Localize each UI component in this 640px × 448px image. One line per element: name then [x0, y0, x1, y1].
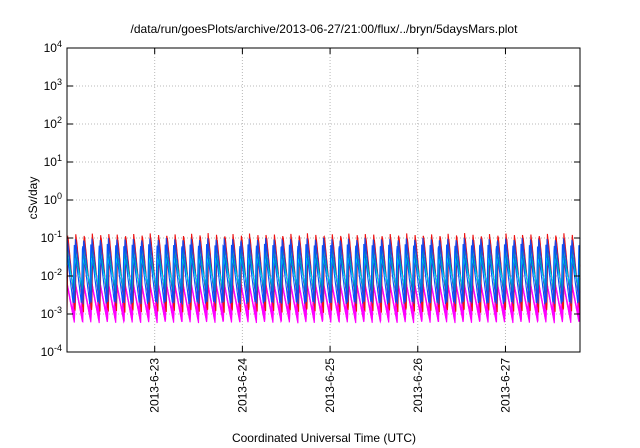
- y-tick-exponent: 2: [57, 115, 62, 125]
- y-tick-exponent: -4: [54, 343, 62, 353]
- y-tick-label: 10-3: [41, 305, 62, 321]
- y-tick-base: 10: [41, 345, 55, 359]
- y-tick-label: 102: [44, 115, 62, 131]
- y-axis-label: cSv/day: [26, 177, 40, 220]
- y-tick-exponent: -3: [54, 305, 62, 315]
- x-tick-label: 2013-6-26: [411, 358, 425, 413]
- y-tick-label: 104: [44, 39, 62, 55]
- y-tick-base: 10: [44, 79, 58, 93]
- y-tick-label: 103: [44, 77, 62, 93]
- y-tick-label: 101: [44, 153, 62, 169]
- series-group: [66, 233, 581, 324]
- y-tick-base: 10: [41, 269, 55, 283]
- x-tick-label: 2013-6-27: [498, 358, 512, 413]
- y-tick-exponent: -2: [54, 267, 62, 277]
- y-tick-label: 10-2: [41, 267, 62, 283]
- x-axis-label: Coordinated Universal Time (UTC): [232, 431, 416, 445]
- x-ticks: 2013-6-23 2013-6-24 2013-6-25 2013-6-26 2013…: [148, 48, 512, 413]
- y-tick-base: 10: [44, 117, 58, 131]
- y-tick-label: 10-4: [41, 343, 62, 359]
- chart-title: /data/run/goesPlots/archive/2013-06-27/2…: [131, 22, 519, 36]
- y-tick-label: 100: [44, 191, 62, 207]
- y-tick-base: 10: [44, 155, 58, 169]
- x-tick-label: 2013-6-25: [323, 358, 337, 413]
- y-tick-base: 10: [41, 307, 55, 321]
- y-tick-exponent: -1: [54, 229, 62, 239]
- flux-series-line: [66, 243, 581, 305]
- y-tick-base: 10: [44, 193, 58, 207]
- y-tick-base: 10: [44, 41, 58, 55]
- y-tick-base: 10: [41, 231, 55, 245]
- y-tick-exponent: 0: [57, 191, 62, 201]
- y-tick-label: 10-1: [41, 229, 62, 245]
- y-tick-exponent: 3: [57, 77, 62, 87]
- y-tick-exponent: 1: [57, 153, 62, 163]
- plot-frame: [66, 47, 581, 353]
- x-tick-label: 2013-6-24: [235, 358, 249, 413]
- x-tick-label: 2013-6-23: [148, 358, 162, 413]
- y-tick-exponent: 4: [57, 39, 62, 49]
- flux-series-line: [66, 256, 581, 286]
